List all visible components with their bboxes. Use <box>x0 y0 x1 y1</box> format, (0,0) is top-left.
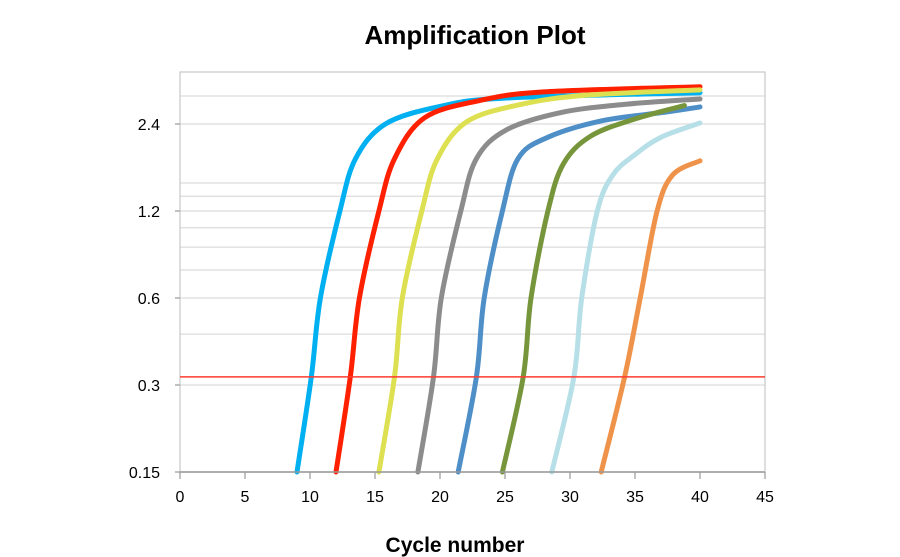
y-tick-label: 0.6 <box>138 291 160 308</box>
gridlines <box>180 95 765 473</box>
series-line-sample-8 <box>598 158 703 475</box>
series-line-sample-1 <box>294 90 703 475</box>
series-line-sample-4 <box>415 96 703 475</box>
series-line-sample-2 <box>333 84 703 475</box>
y-tick-label: 0.15 <box>129 465 160 482</box>
x-tick-label: 40 <box>691 489 709 506</box>
x-tick-label: 5 <box>241 489 250 506</box>
y-tick-label: 0.3 <box>138 378 160 395</box>
series-line-sample-5 <box>455 104 703 475</box>
series-group <box>294 84 703 475</box>
y-tick-label: 1.2 <box>138 204 160 221</box>
chart-title: Amplification Plot <box>365 20 586 50</box>
x-tick-label: 20 <box>431 489 449 506</box>
x-tick-label: 45 <box>756 489 774 506</box>
series-line-sample-6 <box>499 103 687 475</box>
x-tick-label: 25 <box>496 489 514 506</box>
x-tick-label: 15 <box>366 489 384 506</box>
x-tick-label: 0 <box>176 489 185 506</box>
x-tick-label: 35 <box>626 489 644 506</box>
series-line-sample-3 <box>376 87 703 475</box>
y-tick-label: 2.4 <box>138 117 160 134</box>
axes: 0 5 10 15 20 25 30 35 40 45 0.15 0.3 0.6 1.2 2.4 <box>129 117 774 506</box>
x-tick-label: 10 <box>301 489 319 506</box>
x-tick-label: 30 <box>561 489 579 506</box>
x-axis-label: Cycle number <box>386 534 525 557</box>
